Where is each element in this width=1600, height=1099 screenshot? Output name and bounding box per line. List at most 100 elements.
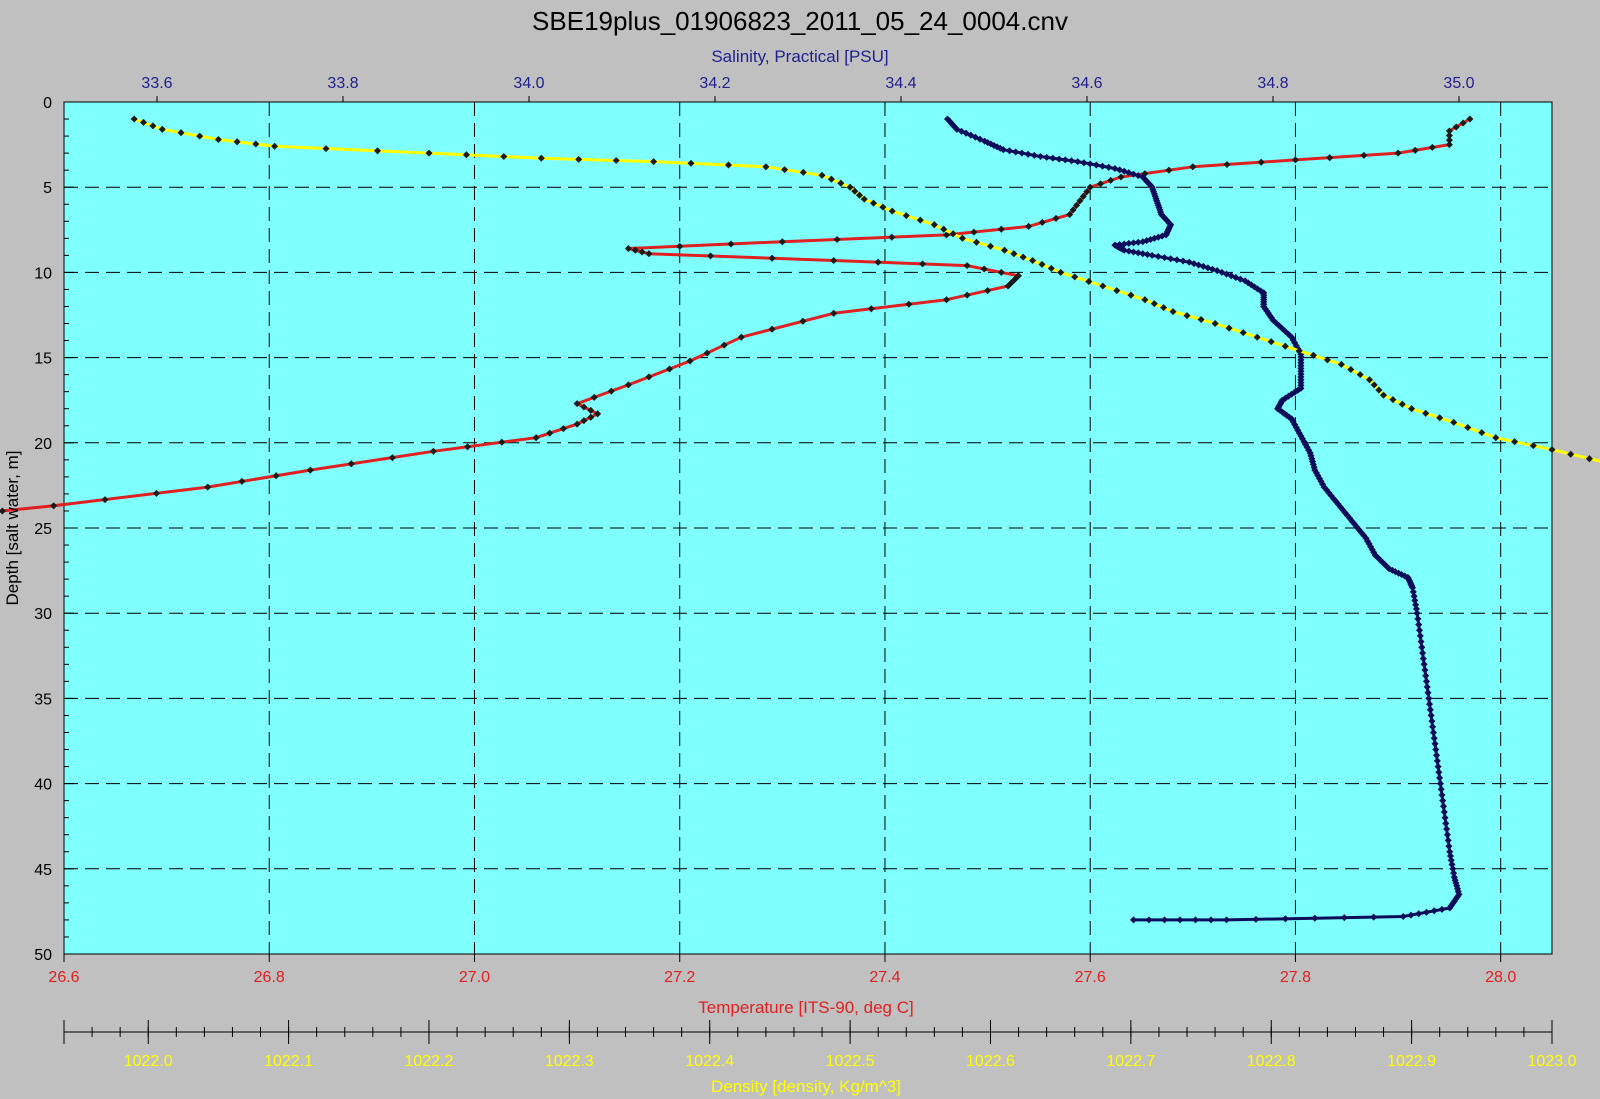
data-point-density	[1585, 455, 1593, 463]
data-point-density	[799, 168, 807, 176]
data-point-temperature	[768, 254, 776, 262]
data-point-temperature	[429, 447, 437, 455]
data-point-temperature	[676, 242, 684, 250]
data-point-temperature	[559, 425, 567, 433]
temperature-tick-label: 26.8	[254, 969, 285, 986]
data-point-temperature	[980, 265, 988, 273]
data-point-temperature	[347, 460, 355, 468]
data-point-density	[837, 179, 845, 187]
chart-title: SBE19plus_01906823_2011_05_24_0004.cnv	[532, 6, 1068, 36]
data-point-temperature	[0, 507, 6, 515]
salinity-tick-label: 34.2	[699, 75, 730, 92]
series-line-temperature	[0, 117, 1471, 513]
data-point-temperature	[580, 403, 588, 411]
density-tick-label: 1023.0	[1528, 1053, 1577, 1070]
data-point-temperature	[984, 287, 992, 295]
data-point-salinity	[1018, 149, 1026, 157]
density-tick-label: 1022.5	[826, 1053, 875, 1070]
data-point-temperature	[594, 410, 602, 418]
data-point-temperature	[919, 260, 927, 268]
data-point-density	[575, 155, 583, 163]
data-point-temperature	[272, 472, 280, 480]
data-point-temperature	[942, 296, 951, 304]
temperature-axis-title: Temperature [ITS-90, deg C]	[698, 998, 913, 1017]
data-point-temperature	[867, 305, 875, 313]
data-point-temperature	[204, 483, 212, 491]
axes-layer: 0 5 10 15 20 25 30 35 40 45 50 Depth [salt water, m…	[3, 47, 1577, 1096]
data-point-temperature	[152, 489, 160, 497]
depth-tick-label: 40	[34, 777, 52, 794]
data-point-temperature	[532, 434, 540, 442]
salinity-tick-label: 33.8	[327, 75, 358, 92]
depth-tick-label: 10	[34, 265, 52, 282]
data-point-temperature	[963, 291, 971, 299]
salinity-tick-label: 33.6	[141, 75, 172, 92]
data-point-temperature	[645, 250, 653, 258]
data-point-temperature	[706, 252, 715, 260]
depth-tick-label: 5	[43, 180, 52, 197]
data-point-salinity	[1012, 148, 1020, 156]
density-tick-label: 1022.1	[264, 1053, 313, 1070]
data-point-density	[1010, 250, 1018, 258]
data-point-temperature	[624, 244, 632, 253]
temperature-tick-label: 27.6	[1075, 969, 1106, 986]
data-point-temperature	[631, 246, 639, 254]
data-point-temperature	[737, 333, 745, 341]
depth-tick-label: 50	[34, 947, 52, 964]
data-point-temperature	[830, 309, 838, 317]
data-point-temperature	[997, 268, 1005, 276]
data-point-density	[879, 203, 887, 211]
data-point-density	[724, 161, 733, 169]
data-point-temperature	[645, 373, 653, 381]
data-point-salinity	[1005, 147, 1014, 155]
data-point-density	[818, 171, 826, 179]
data-point-density	[1019, 253, 1027, 261]
data-point-density	[855, 191, 864, 199]
temperature-tick-label: 27.8	[1280, 969, 1311, 986]
data-point-density	[500, 152, 508, 161]
data-point-density	[462, 151, 470, 159]
depth-tick-label: 20	[34, 436, 52, 453]
data-point-density	[177, 129, 185, 137]
data-point-density	[902, 212, 910, 220]
salinity-tick-label: 35.0	[1443, 75, 1474, 92]
data-point-temperature	[799, 317, 807, 325]
data-point-density	[949, 230, 957, 238]
temperature-tick-label: 28.0	[1485, 969, 1516, 986]
data-point-temperature	[874, 258, 882, 266]
data-point-temperature	[665, 365, 674, 373]
data-point-temperature	[686, 357, 694, 365]
density-axis-title: Density [density, Kg/m^3]	[711, 1077, 901, 1096]
density-tick-label: 1022.2	[405, 1053, 454, 1070]
data-point-temperature	[624, 381, 632, 389]
data-point-density	[860, 195, 868, 203]
data-point-temperature	[905, 300, 913, 308]
data-point-temperature	[997, 225, 1005, 233]
data-point-temperature	[1004, 282, 1012, 290]
temperature-tick-label: 27.4	[869, 969, 900, 986]
depth-axis-title: Depth [salt water, m]	[3, 451, 22, 606]
data-point-temperature	[768, 325, 776, 333]
data-point-temperature	[587, 413, 595, 421]
data-point-temperature	[50, 502, 58, 510]
data-point-temperature	[580, 417, 588, 425]
density-tick-label: 1022.3	[545, 1053, 594, 1070]
data-point-density	[687, 159, 695, 167]
data-point-density	[650, 158, 658, 166]
grid	[64, 102, 1552, 954]
depth-tick-label: 35	[34, 691, 52, 708]
data-point-temperature	[464, 443, 472, 451]
salinity-tick-label: 34.4	[885, 75, 916, 92]
temperature-tick-label: 26.6	[48, 969, 79, 986]
data-point-density	[139, 118, 148, 126]
data-point-density	[322, 145, 330, 153]
data-point-temperature	[727, 240, 735, 248]
data-point-density	[214, 135, 222, 144]
data-point-density	[271, 142, 279, 150]
temperature-tick-label: 27.2	[664, 969, 695, 986]
density-tick-label: 1022.6	[966, 1053, 1015, 1070]
series-density	[130, 115, 1600, 463]
data-point-density	[252, 140, 260, 148]
data-point-density	[827, 175, 835, 183]
